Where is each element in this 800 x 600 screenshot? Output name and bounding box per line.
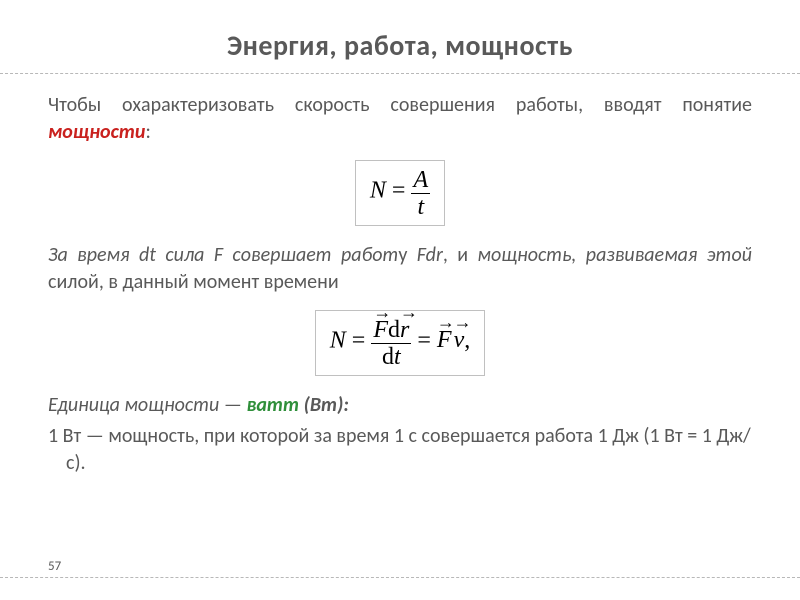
paragraph-unit: Единица мощности — ватт (Вт): [48, 392, 752, 419]
paragraph-intro: Чтобы охарактеризовать скорость совершен… [48, 92, 752, 146]
var-F: F [214, 243, 223, 267]
formula-eq2: = [411, 327, 437, 353]
vec-r: r [400, 317, 409, 343]
frac-num: Fdr [371, 317, 411, 343]
text: у [398, 243, 416, 267]
text: , и [443, 243, 478, 267]
formula-box: N = Fdr dt = Fv, [315, 310, 485, 376]
formula-inst-power: N = Fdr dt = Fv, [48, 310, 752, 376]
paragraph-definition: 1 Вт — мощность, при которой за время 1 … [48, 423, 752, 477]
text: : [145, 120, 150, 144]
formula-eq: = [346, 327, 372, 353]
page-number: 57 [48, 559, 61, 574]
text: силой, в данный момент времени [48, 270, 339, 294]
term-watt: ватт [246, 393, 299, 417]
frac-num: A [411, 167, 430, 193]
formula-frac: A t [411, 167, 430, 221]
text: совершает [223, 243, 341, 267]
d-op: d [382, 344, 394, 370]
text: мощность, развиваемая этой [477, 243, 752, 267]
term-power: мощности [48, 120, 145, 144]
slide: Энергия, работа, мощность Чтобы охаракте… [0, 0, 800, 600]
vec-v: v [454, 327, 465, 353]
var-Fdr: Fdr [417, 243, 443, 267]
frac-den: dt [371, 343, 411, 370]
formula-avg-power: N = A t [48, 160, 752, 226]
formula-box: N = A t [355, 160, 445, 226]
var-dt: dt [139, 243, 156, 267]
formula-frac: Fdr dt [371, 317, 411, 371]
vec-F: F [373, 317, 388, 343]
paragraph-instant: За время dt сила F совершает работу Fdr,… [48, 242, 752, 296]
formula-lhs: N [330, 327, 346, 353]
frac-den: t [411, 193, 430, 220]
var-t: t [394, 344, 401, 370]
formula-lhs: N [370, 177, 386, 203]
text: сила [156, 243, 214, 267]
text: Чтобы охарактеризовать скорость совершен… [48, 93, 752, 117]
divider-bottom [0, 577, 800, 578]
text: За время [48, 243, 139, 267]
formula-eq: = [386, 177, 412, 203]
text: Единица мощности — [48, 393, 246, 417]
text: работ [341, 243, 398, 267]
slide-title: Энергия, работа, мощность [0, 0, 800, 73]
footer: 57 [0, 577, 800, 578]
text: (Вт): [299, 393, 349, 417]
vec-F2: F [437, 327, 452, 353]
slide-body: Чтобы охарактеризовать скорость совершен… [0, 74, 800, 477]
